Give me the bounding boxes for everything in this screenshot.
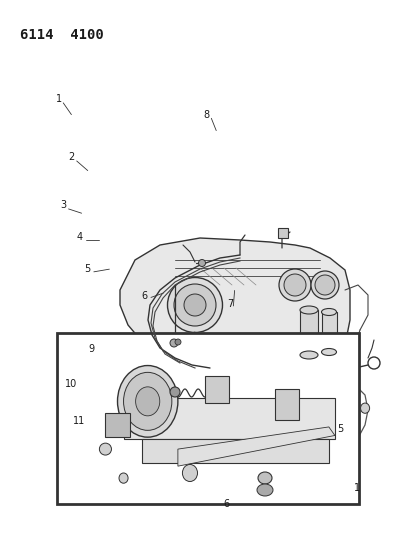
Ellipse shape bbox=[257, 484, 273, 496]
Text: 5: 5 bbox=[84, 264, 91, 274]
Text: 7: 7 bbox=[227, 299, 234, 309]
Ellipse shape bbox=[361, 403, 370, 413]
Ellipse shape bbox=[119, 473, 128, 483]
Ellipse shape bbox=[135, 387, 160, 416]
Bar bbox=[300, 310, 318, 355]
Bar bbox=[57, 333, 359, 504]
Ellipse shape bbox=[220, 401, 250, 429]
Ellipse shape bbox=[184, 294, 206, 316]
Ellipse shape bbox=[175, 339, 181, 345]
Text: 10: 10 bbox=[65, 379, 78, 389]
Ellipse shape bbox=[214, 396, 256, 434]
Bar bbox=[275, 390, 299, 420]
Text: 6: 6 bbox=[223, 499, 230, 508]
Bar bbox=[105, 413, 130, 437]
Bar bbox=[322, 312, 337, 352]
Ellipse shape bbox=[100, 443, 111, 455]
Ellipse shape bbox=[368, 357, 380, 369]
Ellipse shape bbox=[279, 269, 311, 301]
Polygon shape bbox=[120, 238, 350, 375]
Text: 3: 3 bbox=[60, 200, 67, 210]
Ellipse shape bbox=[300, 351, 318, 359]
Ellipse shape bbox=[199, 260, 206, 266]
Ellipse shape bbox=[258, 472, 272, 484]
Text: 1: 1 bbox=[56, 94, 62, 103]
Polygon shape bbox=[178, 427, 335, 466]
Text: 4: 4 bbox=[76, 232, 83, 242]
Ellipse shape bbox=[311, 271, 339, 299]
Ellipse shape bbox=[170, 339, 178, 347]
Text: 2: 2 bbox=[68, 152, 75, 162]
Ellipse shape bbox=[170, 387, 180, 397]
Ellipse shape bbox=[284, 274, 306, 296]
Bar bbox=[278, 228, 288, 238]
Ellipse shape bbox=[300, 306, 318, 314]
Text: 11: 11 bbox=[73, 416, 86, 426]
Ellipse shape bbox=[315, 275, 335, 295]
Text: 8: 8 bbox=[203, 110, 209, 119]
Ellipse shape bbox=[182, 464, 197, 481]
Ellipse shape bbox=[168, 278, 222, 333]
Bar bbox=[205, 376, 229, 403]
Polygon shape bbox=[124, 398, 335, 439]
Ellipse shape bbox=[322, 309, 337, 316]
Text: 5: 5 bbox=[337, 424, 344, 434]
Ellipse shape bbox=[118, 366, 178, 437]
Ellipse shape bbox=[124, 373, 172, 430]
Ellipse shape bbox=[259, 409, 281, 431]
Text: 1: 1 bbox=[354, 483, 360, 492]
Text: 9: 9 bbox=[89, 344, 95, 354]
Ellipse shape bbox=[174, 284, 216, 326]
Text: 6114  4100: 6114 4100 bbox=[20, 28, 104, 42]
Polygon shape bbox=[142, 439, 329, 463]
Ellipse shape bbox=[322, 349, 337, 356]
Text: 6: 6 bbox=[142, 291, 148, 301]
